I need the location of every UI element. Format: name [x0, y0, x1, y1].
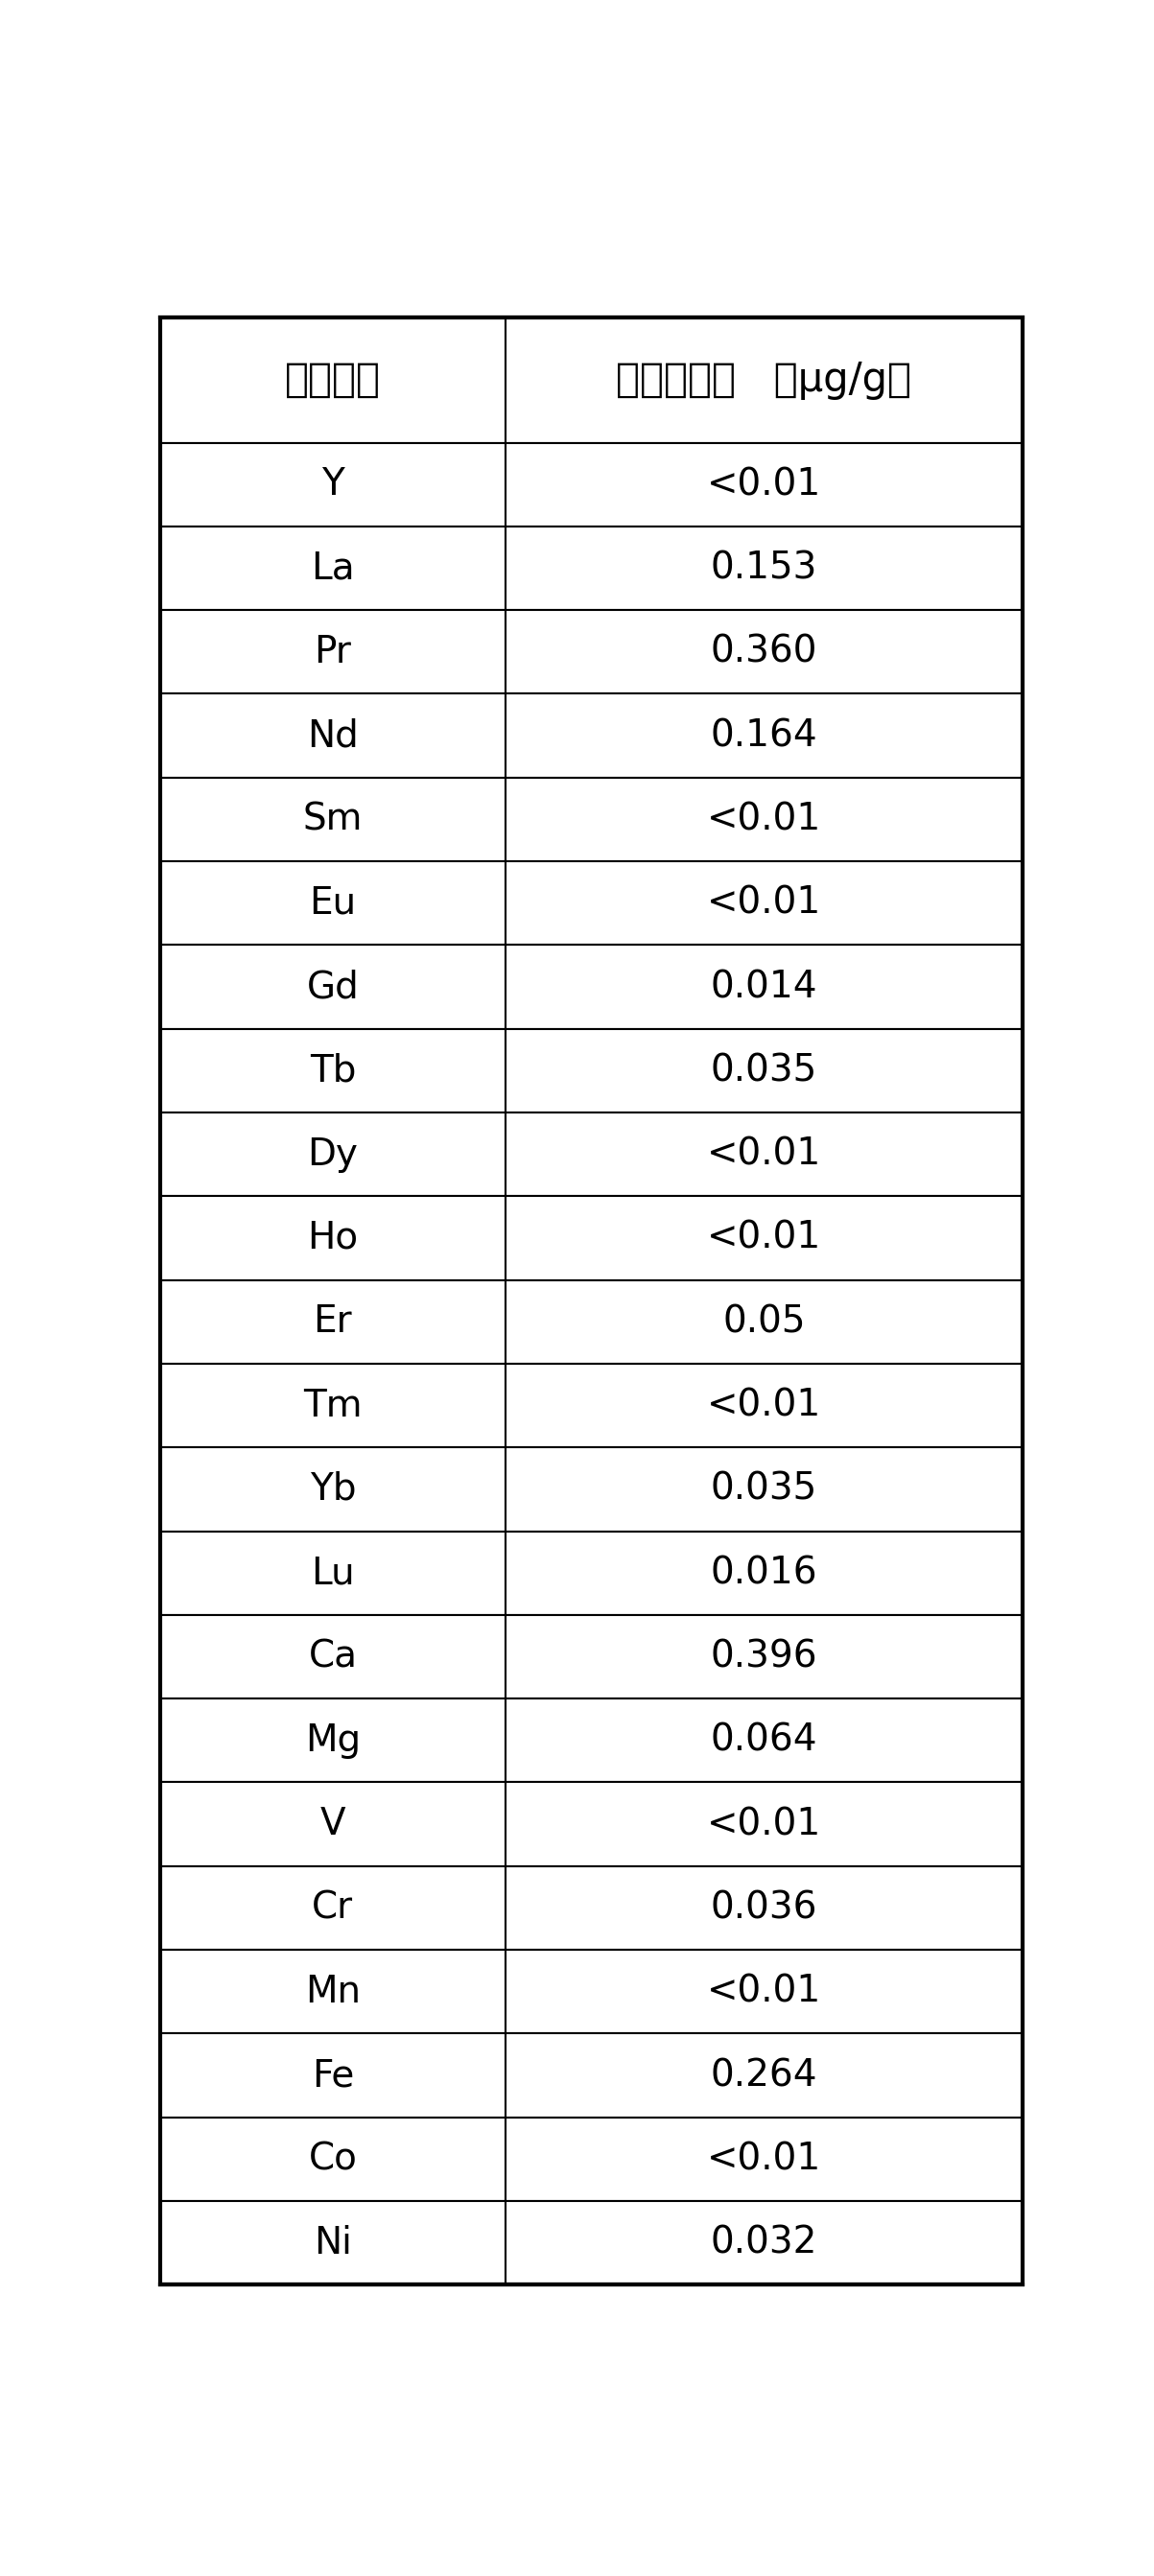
- Bar: [505, 693, 1022, 778]
- Text: 0.035: 0.035: [711, 1054, 817, 1090]
- Bar: [160, 2200, 505, 2285]
- Text: <0.01: <0.01: [706, 1388, 820, 1425]
- Bar: [160, 526, 505, 611]
- Text: <0.01: <0.01: [706, 466, 820, 502]
- Bar: [505, 1698, 1022, 1783]
- Bar: [505, 317, 1022, 443]
- Text: Eu: Eu: [309, 886, 357, 922]
- Bar: [505, 1028, 1022, 1113]
- Bar: [505, 778, 1022, 860]
- Bar: [160, 1698, 505, 1783]
- Text: Mn: Mn: [305, 1973, 360, 2009]
- Bar: [505, 1448, 1022, 1530]
- Text: 0.153: 0.153: [711, 551, 817, 587]
- Text: 0.360: 0.360: [711, 634, 817, 670]
- Text: <0.01: <0.01: [706, 801, 820, 837]
- Text: 测试项目: 测试项目: [285, 361, 381, 399]
- Bar: [505, 1363, 1022, 1448]
- Bar: [505, 526, 1022, 611]
- Bar: [160, 1865, 505, 1950]
- Text: Cr: Cr: [312, 1891, 353, 1927]
- Text: 0.016: 0.016: [711, 1556, 817, 1592]
- Text: <0.01: <0.01: [706, 886, 820, 922]
- Text: Gd: Gd: [307, 969, 359, 1005]
- Bar: [160, 1950, 505, 2032]
- Bar: [505, 1615, 1022, 1698]
- Bar: [160, 443, 505, 526]
- Bar: [505, 1280, 1022, 1363]
- Bar: [505, 2200, 1022, 2285]
- Text: <0.01: <0.01: [706, 1221, 820, 1257]
- Text: 含量，单位   （μg/g）: 含量，单位 （μg/g）: [616, 361, 912, 399]
- Text: V: V: [320, 1806, 345, 1842]
- Text: <0.01: <0.01: [706, 2141, 820, 2177]
- Text: <0.01: <0.01: [706, 1136, 820, 1172]
- Bar: [505, 2117, 1022, 2200]
- Text: La: La: [310, 551, 354, 587]
- Text: 0.264: 0.264: [711, 2058, 817, 2094]
- Text: Ho: Ho: [307, 1221, 358, 1257]
- Bar: [505, 2032, 1022, 2117]
- Bar: [160, 1615, 505, 1698]
- Bar: [505, 860, 1022, 945]
- Text: Co: Co: [308, 2141, 358, 2177]
- Bar: [160, 2032, 505, 2117]
- Text: Ca: Ca: [308, 1638, 358, 1674]
- Bar: [505, 1530, 1022, 1615]
- Text: Tm: Tm: [304, 1388, 362, 1425]
- Text: Ni: Ni: [314, 2226, 352, 2262]
- Text: <0.01: <0.01: [706, 1973, 820, 2009]
- Bar: [505, 1113, 1022, 1195]
- Bar: [160, 693, 505, 778]
- Text: Y: Y: [321, 466, 344, 502]
- Bar: [160, 611, 505, 693]
- Bar: [505, 1783, 1022, 1865]
- Bar: [505, 1195, 1022, 1280]
- Text: Dy: Dy: [307, 1136, 358, 1172]
- Bar: [160, 1530, 505, 1615]
- Text: Lu: Lu: [310, 1556, 354, 1592]
- Text: Mg: Mg: [305, 1723, 361, 1759]
- Text: 0.014: 0.014: [711, 969, 817, 1005]
- Text: Tb: Tb: [309, 1054, 355, 1090]
- Bar: [160, 860, 505, 945]
- Bar: [160, 1280, 505, 1363]
- Text: 0.396: 0.396: [711, 1638, 817, 1674]
- Text: Pr: Pr: [314, 634, 352, 670]
- Bar: [160, 1363, 505, 1448]
- Text: Er: Er: [313, 1303, 352, 1340]
- Text: 0.035: 0.035: [711, 1471, 817, 1507]
- Text: 0.164: 0.164: [711, 719, 817, 755]
- Text: Fe: Fe: [312, 2058, 354, 2094]
- Bar: [505, 611, 1022, 693]
- Bar: [160, 1783, 505, 1865]
- Text: <0.01: <0.01: [706, 1806, 820, 1842]
- Bar: [160, 778, 505, 860]
- Bar: [505, 1950, 1022, 2032]
- Text: 0.05: 0.05: [722, 1303, 805, 1340]
- Bar: [160, 1195, 505, 1280]
- Bar: [505, 443, 1022, 526]
- Text: 0.036: 0.036: [711, 1891, 817, 1927]
- Text: Nd: Nd: [307, 719, 359, 755]
- Bar: [160, 1448, 505, 1530]
- Bar: [160, 1028, 505, 1113]
- Bar: [160, 945, 505, 1028]
- Bar: [160, 2117, 505, 2200]
- Bar: [160, 317, 505, 443]
- Text: 0.032: 0.032: [711, 2226, 817, 2262]
- Text: Yb: Yb: [309, 1471, 357, 1507]
- Bar: [505, 1865, 1022, 1950]
- Text: Sm: Sm: [302, 801, 362, 837]
- Text: 0.064: 0.064: [711, 1723, 817, 1759]
- Bar: [160, 1113, 505, 1195]
- Bar: [505, 945, 1022, 1028]
